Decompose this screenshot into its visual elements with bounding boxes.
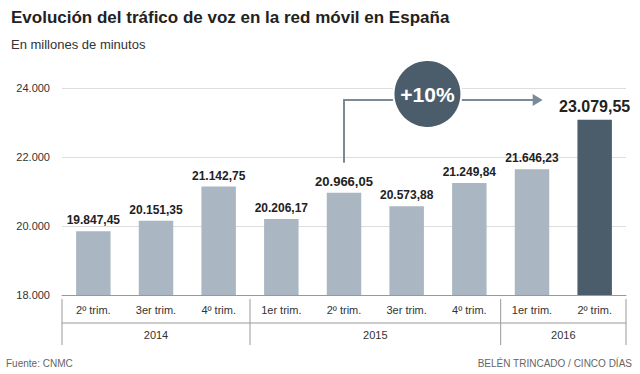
svg-text:2º trim.: 2º trim.: [577, 304, 612, 316]
svg-text:20.206,17: 20.206,17: [255, 201, 309, 215]
svg-text:Fuente: CNMC: Fuente: CNMC: [6, 358, 73, 369]
svg-text:+10%: +10%: [400, 83, 455, 106]
svg-text:4º trim.: 4º trim.: [452, 304, 487, 316]
svg-text:19.847,45: 19.847,45: [67, 213, 121, 227]
svg-text:23.079,55: 23.079,55: [559, 98, 630, 115]
svg-text:22.000: 22.000: [16, 151, 50, 163]
svg-text:Evolución del tráfico de voz e: Evolución del tráfico de voz en la red m…: [11, 8, 450, 27]
svg-text:20.000: 20.000: [16, 220, 50, 232]
svg-text:1er trim.: 1er trim.: [261, 304, 301, 316]
svg-text:21.142,75: 21.142,75: [192, 169, 246, 183]
svg-text:1er trim.: 1er trim.: [512, 304, 552, 316]
svg-text:3er trim.: 3er trim.: [136, 304, 176, 316]
svg-text:20.966,05: 20.966,05: [315, 174, 373, 189]
svg-text:20.573,88: 20.573,88: [380, 188, 434, 202]
svg-text:2016: 2016: [551, 329, 575, 341]
svg-text:En millones de minutos: En millones de minutos: [11, 37, 146, 52]
svg-text:18.000: 18.000: [16, 289, 50, 301]
svg-text:2014: 2014: [144, 329, 168, 341]
svg-text:24.000: 24.000: [16, 82, 50, 94]
svg-text:3er trim.: 3er trim.: [386, 304, 426, 316]
svg-text:2º trim.: 2º trim.: [327, 304, 362, 316]
svg-text:BELÉN TRINCADO / CINCO DÍAS: BELÉN TRINCADO / CINCO DÍAS: [478, 357, 633, 369]
svg-text:21.646,23: 21.646,23: [505, 151, 559, 165]
svg-text:21.249,84: 21.249,84: [443, 165, 497, 179]
svg-text:2º trim.: 2º trim.: [76, 304, 111, 316]
svg-text:4º trim.: 4º trim.: [201, 304, 236, 316]
svg-text:2015: 2015: [363, 329, 387, 341]
svg-text:20.151,35: 20.151,35: [129, 203, 183, 217]
